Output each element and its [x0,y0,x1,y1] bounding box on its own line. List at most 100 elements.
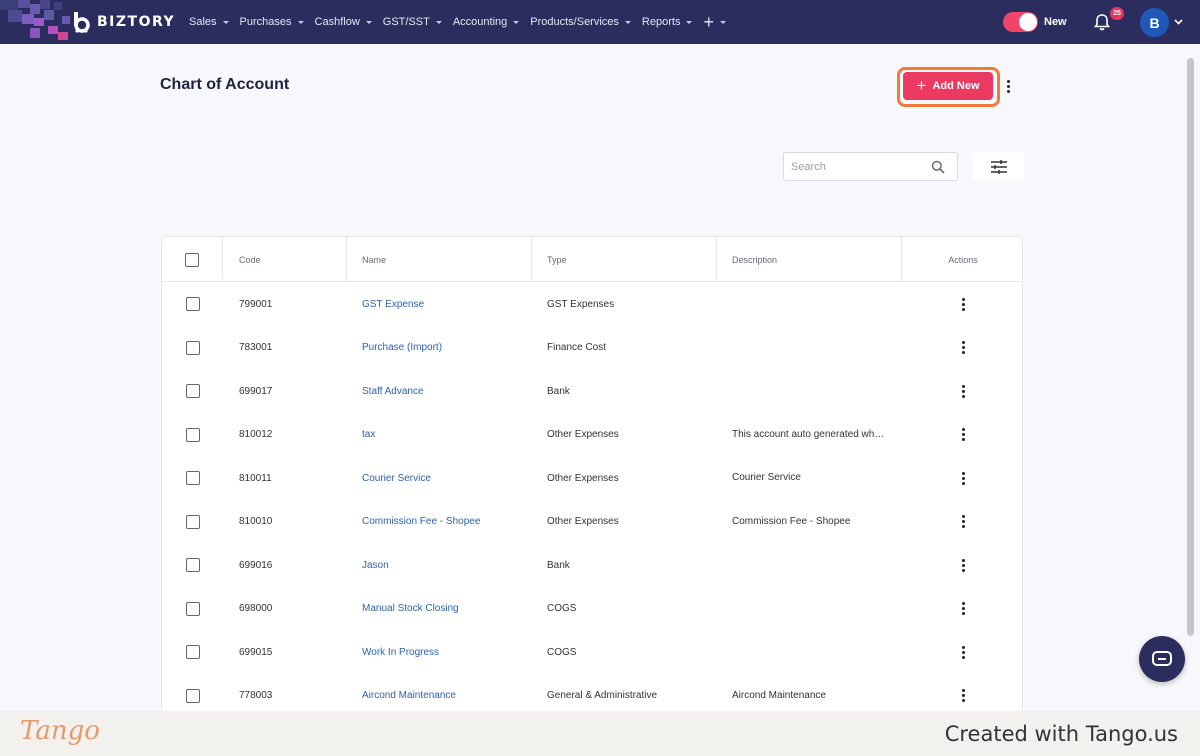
row-actions-icon[interactable] [958,340,968,356]
row-checkbox[interactable] [185,601,200,616]
row-name-link[interactable]: GST Expense [362,298,425,310]
new-ui-toggle[interactable]: New [1003,12,1067,32]
row-code: 699017 [239,385,273,397]
row-checkbox[interactable] [185,514,200,529]
row-actions-icon[interactable] [958,644,968,660]
row-actions-icon[interactable] [958,383,968,399]
add-new-button[interactable]: + Add New [903,72,993,100]
row-description [732,587,888,631]
row-checkbox[interactable] [185,558,200,572]
table-row[interactable]: 778003 Aircond Maintenance General & Admin… [162,674,1022,716]
column-description[interactable]: Description [717,237,902,282]
row-select-cell [162,630,223,674]
toggle-label: New [1044,16,1067,28]
column-actions: Actions [948,254,978,265]
table-row[interactable]: 810010 Commission Fee - Shopee Other Expen… [162,500,1022,544]
column-name[interactable]: Name [347,237,532,282]
chevron-down-icon [365,20,372,24]
nav-cashflow-label: Cashflow [314,16,360,28]
row-checkbox[interactable] [185,384,200,398]
select-all-cell [162,237,223,282]
row-actions-icon[interactable] [958,514,968,530]
row-name-link[interactable]: Courier Service [362,472,431,484]
row-checkbox[interactable] [185,688,200,703]
nav-reports[interactable]: Reports [642,16,693,28]
tango-footer: Tango Created with Tango.us [0,711,1200,756]
table-row[interactable]: 699015 Work In Progress COGS [162,630,1022,674]
row-name-link[interactable]: Commission Fee - Shopee [362,516,481,527]
row-name-link[interactable]: Manual Stock Closing [362,603,459,614]
row-description: Aircond Maintenance [732,689,826,701]
filter-button[interactable] [973,152,1024,181]
row-name-link[interactable]: Jason [362,559,389,571]
plus-icon: + [916,76,927,95]
select-all-checkbox[interactable] [185,252,199,267]
sliders-icon [990,159,1007,174]
brand-logo[interactable]: BIZTORY [72,11,175,33]
row-type: Finance Cost [547,342,606,353]
row-code: 810010 [239,516,273,527]
nav-products-services[interactable]: Products/Services [530,16,631,28]
main-nav: Sales Purchases Cashflow GST/SST Account… [189,0,726,44]
add-new-highlight [897,67,1000,107]
search-icon[interactable] [931,160,945,174]
row-actions-icon[interactable] [958,688,968,704]
chevron-down-icon [435,20,442,24]
row-code: 799001 [239,298,273,310]
chevron-down-icon [719,20,726,24]
table-row[interactable]: 799001 GST Expense GST Expenses [162,282,1022,326]
row-checkbox[interactable] [185,471,200,485]
toggle-knob [1019,13,1037,31]
toggle-switch[interactable] [1003,12,1038,32]
row-name-link[interactable]: tax [362,429,376,440]
row-name-link[interactable]: Aircond Maintenance [362,690,456,701]
table-row[interactable]: 810011 Courier Service Other Expenses Couri… [162,456,1022,500]
row-name-link[interactable]: Purchase (Import) [362,342,443,353]
add-new-label: Add New [932,80,980,92]
row-actions-icon[interactable] [958,470,968,486]
table-row[interactable]: 698000 Manual Stock Closing COGS [162,587,1022,631]
row-name-link[interactable]: Staff Advance [362,385,424,397]
row-checkbox[interactable] [185,297,200,311]
row-description [732,543,888,587]
row-checkbox[interactable] [185,340,200,355]
row-code: 699015 [239,646,273,658]
nav-sales[interactable]: Sales [189,16,229,28]
column-code[interactable]: Code [223,237,347,282]
row-type: COGS [547,603,577,614]
row-actions-icon[interactable] [958,557,968,573]
table-header: Code Name Type Description Actions [162,237,1022,282]
page-scrollbar[interactable] [1187,58,1194,636]
row-actions-icon[interactable] [958,427,968,443]
nav-sales-label: Sales [189,16,217,28]
table-row[interactable]: 699016 Jason Bank [162,543,1022,587]
row-select-cell [162,674,223,716]
avatar[interactable]: B [1140,8,1169,37]
bell-icon[interactable] [1092,12,1112,32]
row-actions-icon[interactable] [958,601,968,617]
nav-gst-sst[interactable]: GST/SST [383,16,442,28]
row-select-cell [162,456,223,500]
nav-quick-add[interactable]: + [703,13,726,31]
table-row[interactable]: 810012 tax Other Expenses This account auto… [162,413,1022,457]
more-options-icon[interactable] [1001,77,1015,95]
nav-purchases[interactable]: Purchases [240,16,304,28]
row-checkbox[interactable] [185,645,200,659]
row-checkbox[interactable] [185,427,200,442]
chat-button[interactable] [1139,636,1185,682]
nav-accounting[interactable]: Accounting [453,16,520,28]
chevron-down-icon[interactable] [1174,19,1183,25]
table-row[interactable]: 699017 Staff Advance Bank [162,369,1022,413]
search-input[interactable] [784,153,924,180]
row-code: 810012 [239,429,273,440]
nav-reports-label: Reports [641,16,681,28]
plus-icon: + [703,12,714,32]
row-name-link[interactable]: Work In Progress [362,646,440,658]
table-row[interactable]: 783001 Purchase (Import) Finance Cost [162,326,1022,370]
row-code: 778003 [239,690,273,701]
row-description: Commission Fee - Shopee [732,515,851,527]
row-actions-icon[interactable] [958,296,968,312]
column-type[interactable]: Type [532,237,717,282]
nav-cashflow[interactable]: Cashflow [315,16,372,28]
chevron-down-icon [297,20,304,24]
